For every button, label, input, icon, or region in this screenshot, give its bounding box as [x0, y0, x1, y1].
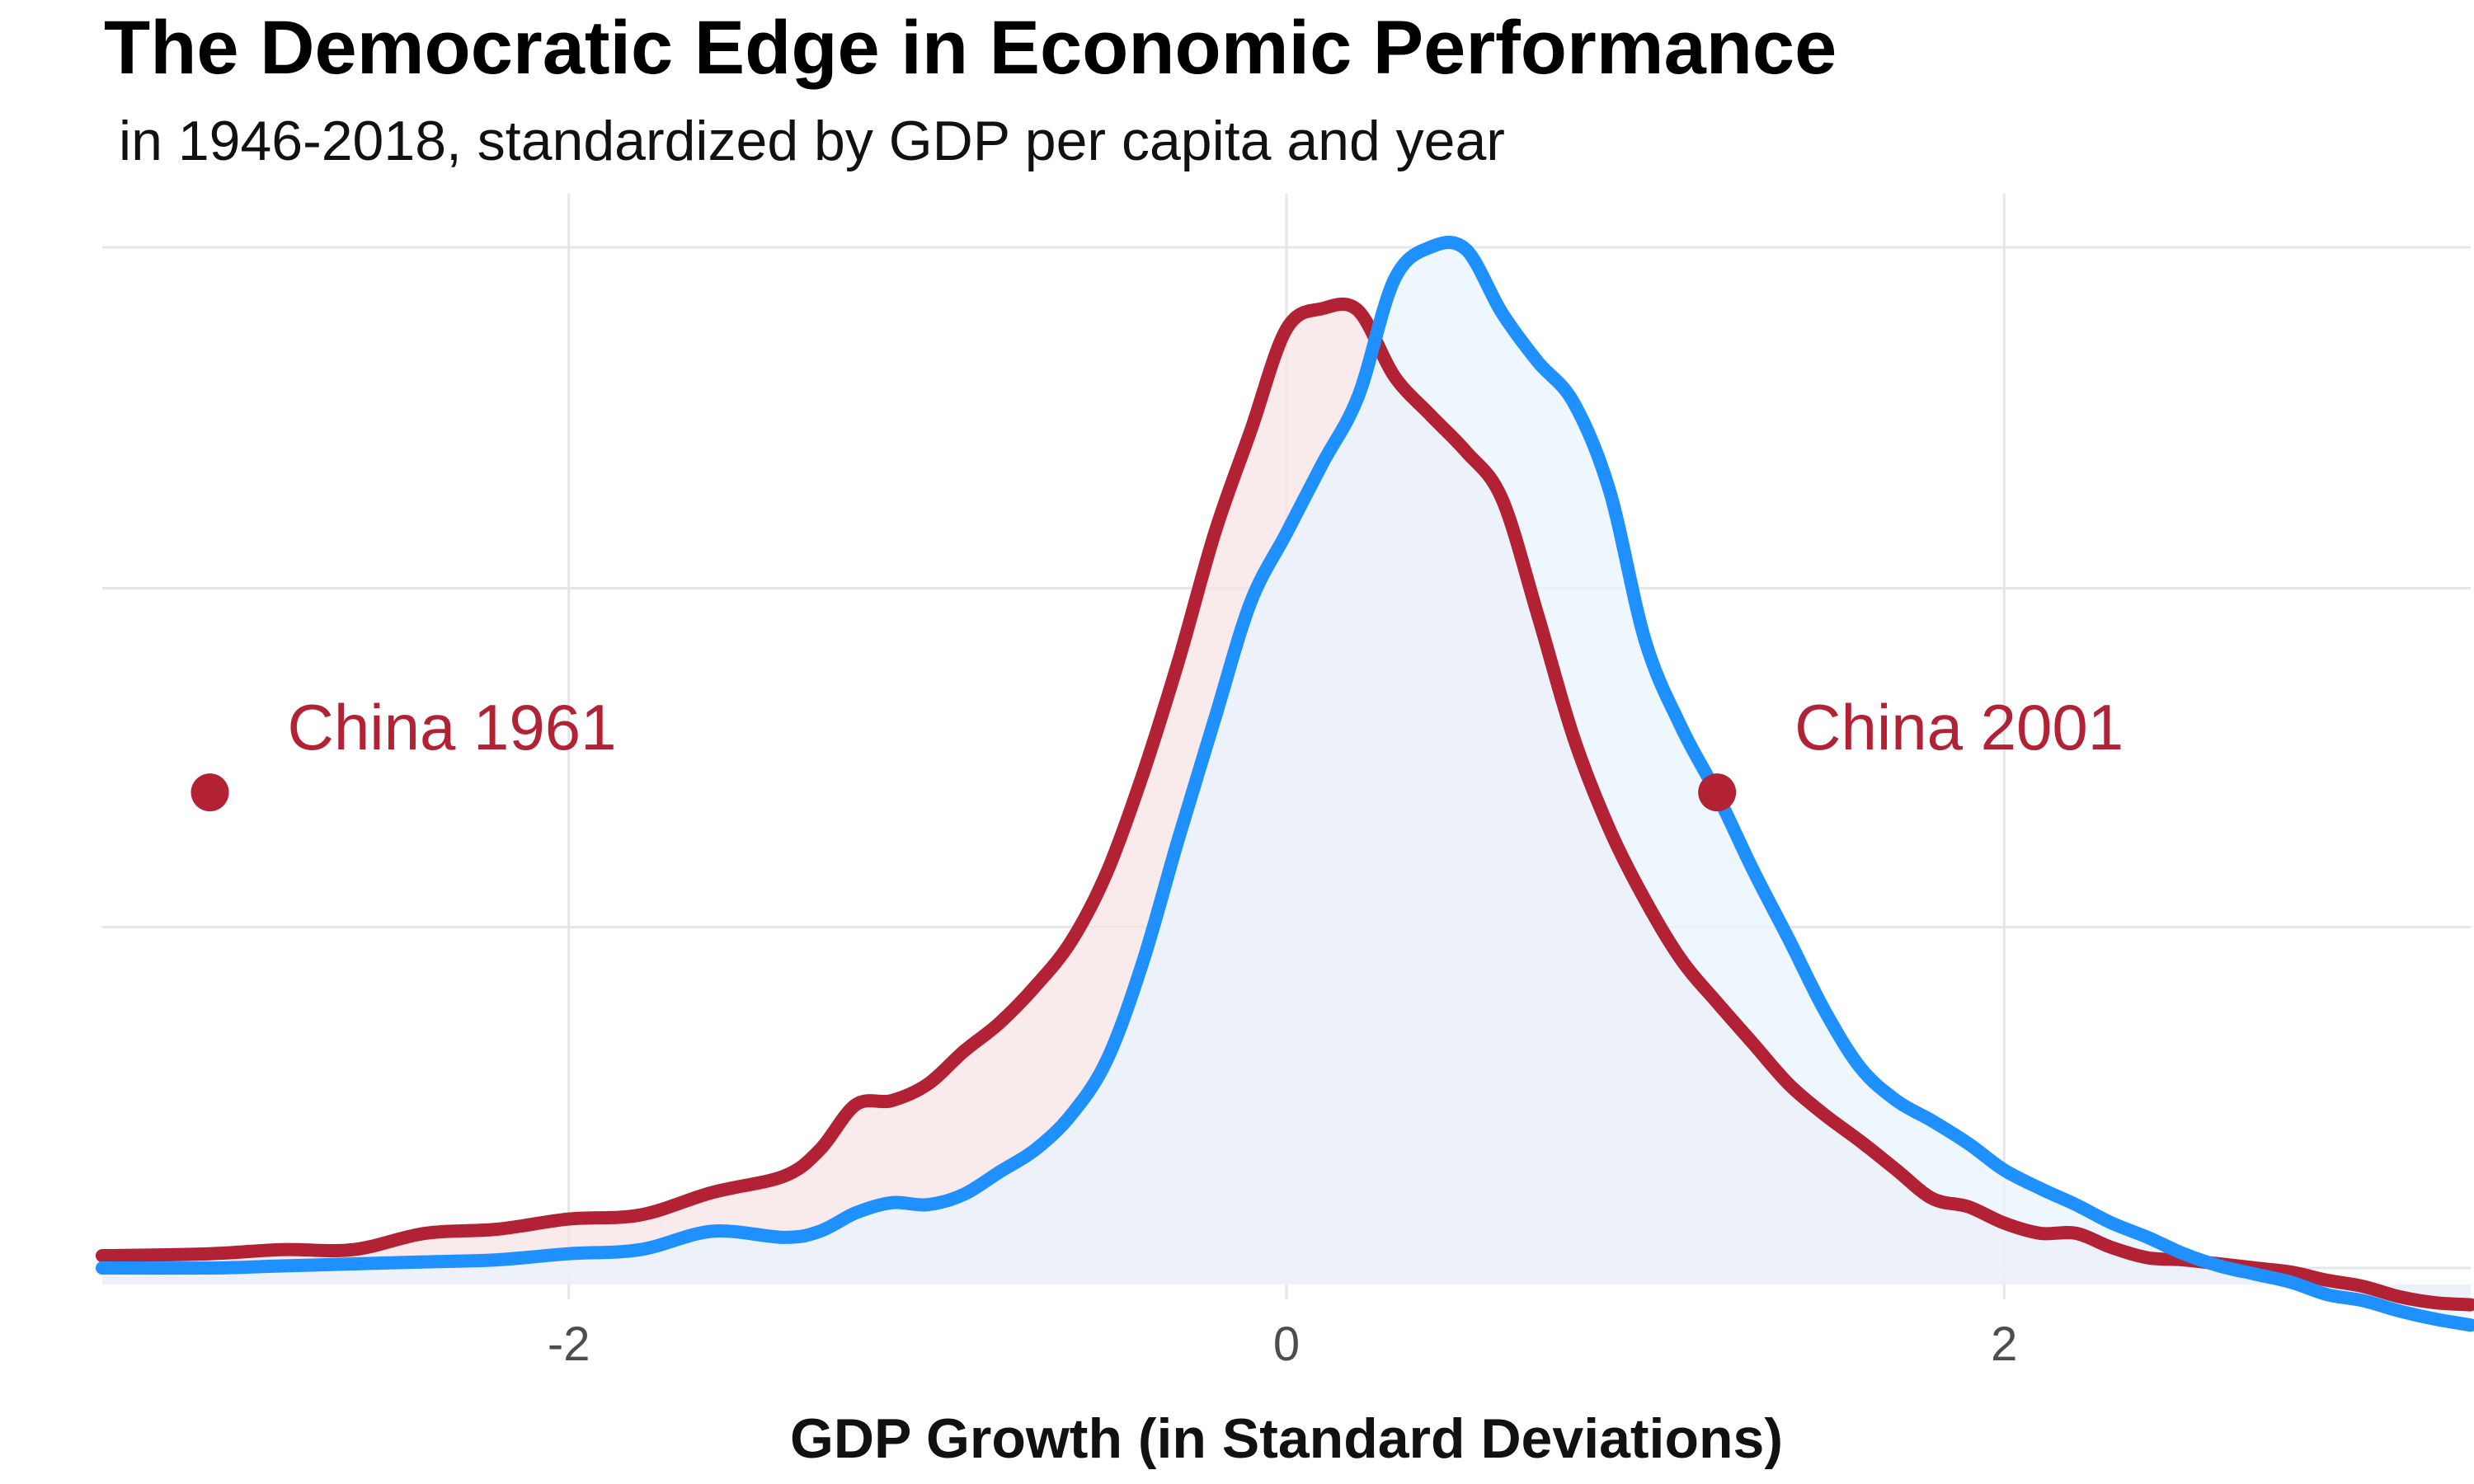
x-tick-label-1: 0	[1273, 1317, 1300, 1371]
x-axis-title: GDP Growth (in Standard Deviations)	[790, 1407, 1783, 1470]
line-layer	[96, 235, 2474, 1332]
series-area-1	[102, 242, 2471, 1326]
series-line-0	[96, 298, 2474, 1312]
annotation-layer: China 1961 China 2001	[190, 691, 2124, 812]
x-tick-label-0: -2	[548, 1317, 590, 1371]
x-tick-label-2: 2	[1991, 1317, 2017, 1371]
x-axis: -2 0 2	[548, 1317, 2018, 1371]
series-line-1	[96, 235, 2474, 1332]
chart-title: The Democratic Edge in Economic Performa…	[104, 6, 1837, 90]
annotation-point-1	[1698, 773, 1737, 812]
annotation-label-0: China 1961	[288, 691, 617, 763]
area-layer	[102, 242, 2471, 1326]
annotation-point-0	[190, 773, 229, 812]
annotation-label-1: China 2001	[1794, 691, 2124, 763]
chart-subtitle: in 1946-2018, standardized by GDP per ca…	[119, 110, 1505, 172]
